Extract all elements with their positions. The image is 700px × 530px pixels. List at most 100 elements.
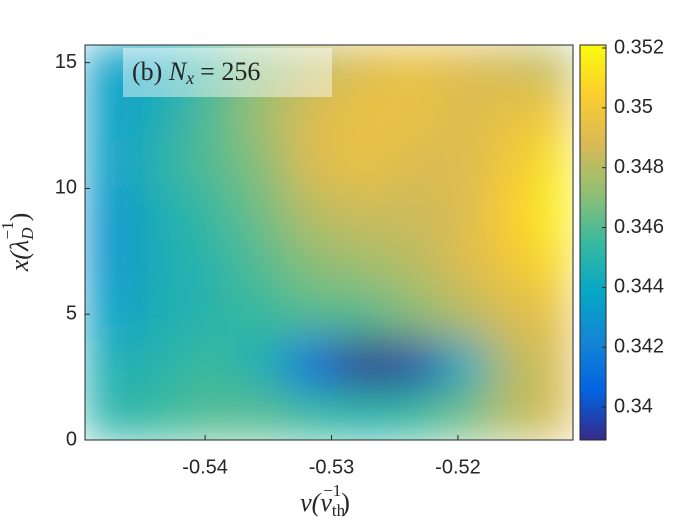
heatmap-cell: [85, 45, 137, 89]
colorbar-tick-label: 0.35: [614, 96, 653, 118]
annotation-sub: x: [185, 68, 194, 88]
heatmap-cell: [186, 339, 238, 391]
x-label-sup: −1: [323, 481, 341, 500]
heatmap-cell: [135, 188, 187, 240]
heatmap-cell: [489, 238, 541, 290]
heatmap-cell: [287, 339, 339, 391]
heatmap-cell: [489, 289, 541, 340]
heatmap-cell: [438, 45, 491, 89]
heatmap-cell: [135, 339, 187, 391]
heatmap-cell: [388, 188, 440, 240]
colorbar-tick-label: 0.344: [614, 276, 664, 298]
heatmap-cell: [135, 289, 187, 340]
heatmap-cell: [287, 238, 339, 290]
heatmap: [85, 45, 573, 440]
heatmap-cell: [540, 289, 573, 340]
y-tick-label: 0: [66, 428, 77, 450]
heatmap-cell: [236, 289, 288, 340]
annotation-value: = 256: [200, 57, 260, 86]
heatmap-cell: [236, 188, 288, 240]
colorbar-tick-label: 0.346: [614, 216, 664, 238]
heatmap-cell: [540, 45, 573, 89]
heatmap-cell: [489, 87, 541, 139]
heatmap-cell: [438, 238, 491, 290]
heatmap-cell: [438, 289, 491, 340]
heatmap-cell: [540, 87, 573, 139]
heatmap-cell: [186, 45, 238, 89]
x-label-sub: th: [332, 501, 346, 520]
heatmap-cell: [287, 188, 339, 240]
heatmap-cell: [85, 138, 137, 189]
colorbar: [579, 44, 607, 441]
heatmap-cell: [135, 238, 187, 290]
heatmap-cell: [85, 389, 137, 440]
heatmap-cell: [337, 138, 389, 189]
heatmap-cell: [337, 289, 389, 340]
heatmap-cell: [287, 45, 339, 89]
heatmap-cell: [186, 138, 238, 189]
heatmap-cell: [438, 389, 491, 440]
heatmap-cell: [135, 138, 187, 189]
y-tick-label: 15: [55, 51, 77, 73]
heatmap-cell: [236, 339, 288, 391]
heatmap-cell: [388, 138, 440, 189]
heatmap-cell: [287, 389, 339, 440]
heatmap-cell: [388, 238, 440, 290]
heatmap-cell: [388, 87, 440, 139]
heatmap-cell: [438, 138, 491, 189]
heatmap-cell: [489, 389, 541, 440]
heatmap-cell: [388, 45, 440, 89]
heatmap-cell: [135, 45, 187, 89]
heatmap-cell: [337, 238, 389, 290]
heatmap-cell: [287, 87, 339, 139]
heatmap-cell: [186, 87, 238, 139]
heatmap-cell: [337, 45, 389, 89]
heatmap-cell: [540, 138, 573, 189]
colorbar-tick-label: 0.352: [614, 36, 664, 58]
colorbar-tick-label: 0.34: [614, 395, 653, 417]
heatmap-cell: [337, 339, 389, 391]
heatmap-cell: [489, 138, 541, 189]
x-tick-label: -0.52: [435, 456, 481, 478]
annotation-label: (b): [132, 57, 162, 86]
x-label-main: v(v: [300, 488, 332, 517]
y-tick-label: 10: [55, 177, 77, 199]
heatmap-cell: [337, 188, 389, 240]
heatmap-cell: [85, 339, 137, 391]
y-label-close: ): [5, 213, 34, 222]
heatmap-cell: [85, 188, 137, 240]
heatmap-cell: [489, 339, 541, 391]
heatmap-cell: [85, 289, 137, 340]
heatmap-cell: [186, 188, 238, 240]
heatmap-cell: [540, 389, 573, 440]
heatmap-cell: [438, 339, 491, 391]
heatmap-cell: [287, 289, 339, 340]
annotation: (b) Nx = 256: [132, 57, 260, 88]
heatmap-cell: [540, 238, 573, 290]
annotation-var: N: [168, 57, 188, 86]
heatmap-cell: [388, 289, 440, 340]
heatmap-cell: [186, 238, 238, 290]
annotation-box: [123, 48, 332, 97]
heatmap-cell: [287, 138, 339, 189]
heatmap-cell: [135, 389, 187, 440]
heatmap-cell: [236, 389, 288, 440]
heatmap-cell: [438, 87, 491, 139]
y-label-sub: D: [18, 227, 37, 241]
y-label-sup: −1: [0, 221, 17, 239]
heatmap-cell: [540, 188, 573, 240]
heatmap-cell: [388, 339, 440, 391]
heatmap-cell: [236, 138, 288, 189]
heatmap-cell: [540, 339, 573, 391]
colorbar-tick-label: 0.348: [614, 156, 664, 178]
heatmap-cell: [186, 289, 238, 340]
heatmap-cell: [135, 87, 187, 139]
plot-border: [84, 44, 574, 441]
heatmap-cell: [236, 45, 288, 89]
heatmap-cell: [438, 188, 491, 240]
heatmap-cell: [337, 87, 389, 139]
heatmap-cell: [388, 389, 440, 440]
heatmap-cell: [85, 87, 137, 139]
x-tick-label: -0.53: [309, 456, 355, 478]
